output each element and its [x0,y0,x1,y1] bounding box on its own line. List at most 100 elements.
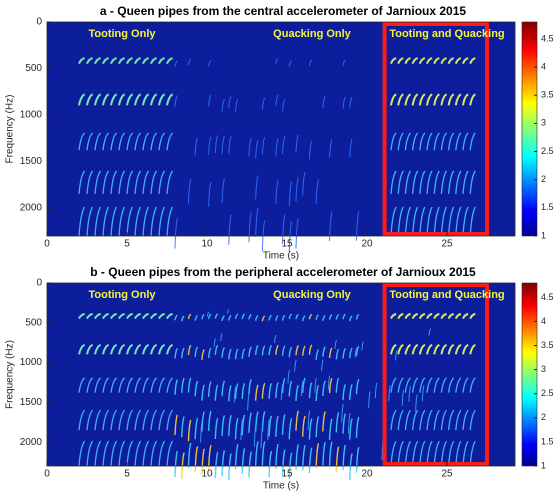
streak [134,377,142,393]
streak [397,132,404,151]
streak [404,312,411,320]
highlight-box [382,283,490,466]
streak [462,206,469,236]
streak [78,170,86,195]
streak [342,444,347,471]
streak [166,206,174,236]
streak [397,409,404,431]
streak [401,389,405,407]
streak [78,93,86,106]
streak [110,440,118,466]
streak [166,57,173,65]
streak [308,344,313,355]
streak [158,343,166,355]
streak [110,409,118,431]
y-tick-label: 500 [25,317,42,328]
y-tick-label: 1000 [20,110,43,121]
plot-background [47,283,515,466]
streak [110,343,118,355]
streak [342,96,346,109]
streak [248,451,252,478]
streak [110,57,117,65]
streak [455,377,462,393]
streak [118,377,126,393]
streak [174,218,178,249]
streak [322,441,326,467]
streak [275,138,279,157]
streak [315,416,320,438]
streak [254,441,259,467]
streak [118,57,125,65]
streak [241,382,246,399]
streak [213,338,217,347]
streak [174,414,179,436]
y-tick-label: 2000 [20,437,43,448]
streak [288,221,293,253]
streak [440,343,448,355]
streak [426,93,433,106]
streak [126,93,134,106]
streak [194,417,199,440]
streak [248,412,252,433]
streak [307,410,311,431]
streak [150,93,158,106]
streak [181,452,185,479]
streak [404,206,412,236]
streak [221,347,226,358]
streak [261,441,266,466]
streak [469,93,476,106]
streak [102,132,110,151]
streak [335,446,340,472]
streak [158,312,165,320]
colorbar-tick-label: 2.5 [541,388,554,398]
streak [469,312,476,320]
streak [78,57,85,65]
streak [419,132,426,151]
streak [342,348,346,359]
y-axis-label: Frequency (Hz) [5,340,16,409]
streak [102,343,110,355]
streak [454,93,462,106]
streak [415,394,418,412]
streak [455,170,462,194]
x-tick-label: 15 [281,469,293,480]
streak [142,206,150,236]
streak [255,140,259,159]
streak [411,57,419,65]
streak [433,57,440,65]
streak [342,59,346,66]
streak [349,138,353,157]
streak [462,409,469,431]
streak [342,313,346,320]
streak [255,208,259,237]
streak [158,170,166,195]
x-tick-label: 20 [361,239,373,250]
streak [126,343,134,355]
streak [440,93,448,106]
streak [288,181,293,207]
x-axis-label: Time (s) [263,251,299,262]
streak [150,206,158,236]
streak [322,96,326,109]
streak [361,341,364,351]
streak [308,447,313,474]
streak [150,132,158,151]
streak [78,132,86,151]
streak [411,312,419,320]
streak [150,312,157,320]
streak [469,170,476,194]
streak [187,344,192,355]
streak [455,409,462,431]
annotation: Quacking Only [273,28,352,40]
streak [86,312,93,320]
colorbar-tick-label: 4.5 [541,33,554,43]
streak [268,344,273,356]
streak [166,93,174,106]
colorbar-tick-label: 3 [541,118,546,128]
colorbar-tick-label: 1.5 [541,202,554,212]
streak [174,60,178,67]
streak [166,377,174,393]
streak [228,453,232,480]
streak [315,443,320,469]
streak [110,377,118,393]
